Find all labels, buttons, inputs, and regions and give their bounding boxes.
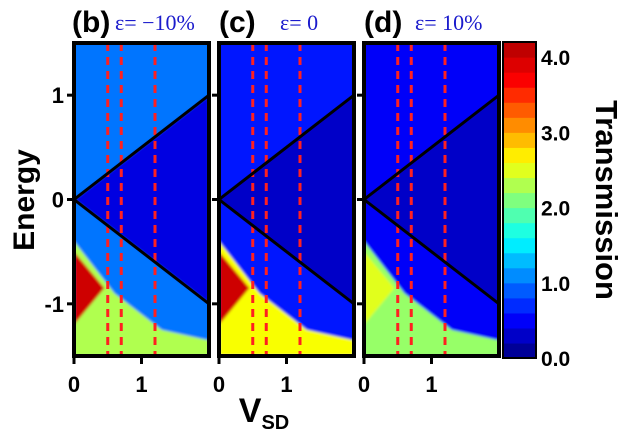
heatmap-c-shading — [219, 43, 354, 356]
panel-letter-b: (b) — [72, 6, 110, 39]
region-peak-lower-left — [219, 251, 250, 325]
heatmap-c-field — [219, 43, 354, 356]
x-tick-label: 1 — [280, 372, 292, 397]
heatmap-d-shading — [364, 43, 499, 356]
panel-b-ticks — [67, 93, 143, 364]
colorbar-tick-label: 4.0 — [541, 47, 570, 70]
colorbar-blocks — [503, 42, 536, 359]
heatmap-d-field — [364, 43, 499, 356]
colorbar-block — [503, 192, 536, 209]
panel-d-ticks — [357, 93, 433, 364]
cone-line — [74, 198, 209, 306]
y-tick-label: 0 — [52, 188, 64, 213]
heatmap-panel-c — [212, 41, 356, 364]
colorbar-block — [503, 327, 536, 344]
colorbar: 0.0 1.0 2.0 3.0 4.0 — [502, 41, 570, 371]
region-central-gap — [74, 95, 209, 304]
cone-line — [74, 93, 209, 201]
colorbar-block — [503, 102, 536, 118]
heatmap-b-field — [74, 43, 209, 356]
x-tick-label: 1 — [425, 372, 437, 397]
cone-line — [219, 93, 354, 201]
panel-letter-c: (c) — [219, 6, 256, 39]
strain-label-b: ε= −10% — [115, 10, 195, 35]
region-peak-lower-left — [364, 251, 395, 325]
x-tick-label: 0 — [358, 372, 370, 397]
region-peak-lower-left — [74, 251, 105, 325]
colorbar-block — [503, 117, 536, 133]
region-central-gap — [219, 95, 354, 304]
colorbar-block — [503, 312, 536, 329]
colorbar-tick-label: 3.0 — [541, 122, 570, 145]
colorbar-block — [503, 132, 536, 148]
strain-label-c: ε= 0 — [280, 10, 318, 35]
x-tick-label: 0 — [213, 372, 225, 397]
x-tick-labels: 0 1 0 1 0 1 — [68, 372, 438, 397]
colorbar-block — [503, 282, 536, 299]
colorbar-block — [503, 267, 536, 284]
x-tick-label: 0 — [68, 372, 80, 397]
region-central-gap — [364, 95, 499, 304]
colorbar-border — [502, 41, 537, 359]
colorbar-block — [503, 297, 536, 314]
colorbar-block — [503, 177, 536, 194]
colorbar-ticks: 0.0 1.0 2.0 3.0 4.0 — [541, 47, 570, 371]
cone-line — [364, 198, 499, 306]
panel-c-ticks — [212, 93, 288, 364]
colorbar-tick-label: 1.0 — [541, 273, 570, 296]
colorbar-block — [503, 252, 536, 269]
y-axis-label: Energy — [8, 149, 41, 251]
colorbar-block — [503, 222, 536, 239]
colorbar-tick-label: 2.0 — [541, 198, 570, 221]
colorbar-label: Transmission — [589, 100, 623, 300]
panel-letter-d: (d) — [364, 6, 402, 39]
heatmap-panel-b — [67, 41, 211, 364]
heatmap-panel-d — [357, 41, 501, 364]
colorbar-block — [503, 207, 536, 224]
x-axis-label-main: V — [239, 392, 262, 430]
heatmap-b-shading — [74, 43, 209, 356]
colorbar-block — [503, 57, 536, 73]
x-axis-label-sub: SD — [261, 412, 289, 434]
colorbar-block — [503, 72, 536, 88]
y-tick-label: -1 — [44, 292, 64, 317]
colorbar-block — [503, 42, 536, 58]
cone-line — [364, 93, 499, 201]
colorbar-tick-label: 0.0 — [541, 348, 570, 371]
x-tick-label: 1 — [135, 372, 147, 397]
colorbar-block — [503, 342, 536, 359]
strain-label-d: ε= 10% — [415, 10, 482, 35]
x-axis-label: VSD — [239, 392, 289, 434]
cone-line — [219, 198, 354, 306]
colorbar-block — [503, 237, 536, 254]
colorbar-block — [503, 162, 536, 179]
colorbar-block — [503, 147, 536, 163]
colorbar-block — [503, 87, 536, 103]
y-tick-label: 1 — [52, 83, 64, 108]
